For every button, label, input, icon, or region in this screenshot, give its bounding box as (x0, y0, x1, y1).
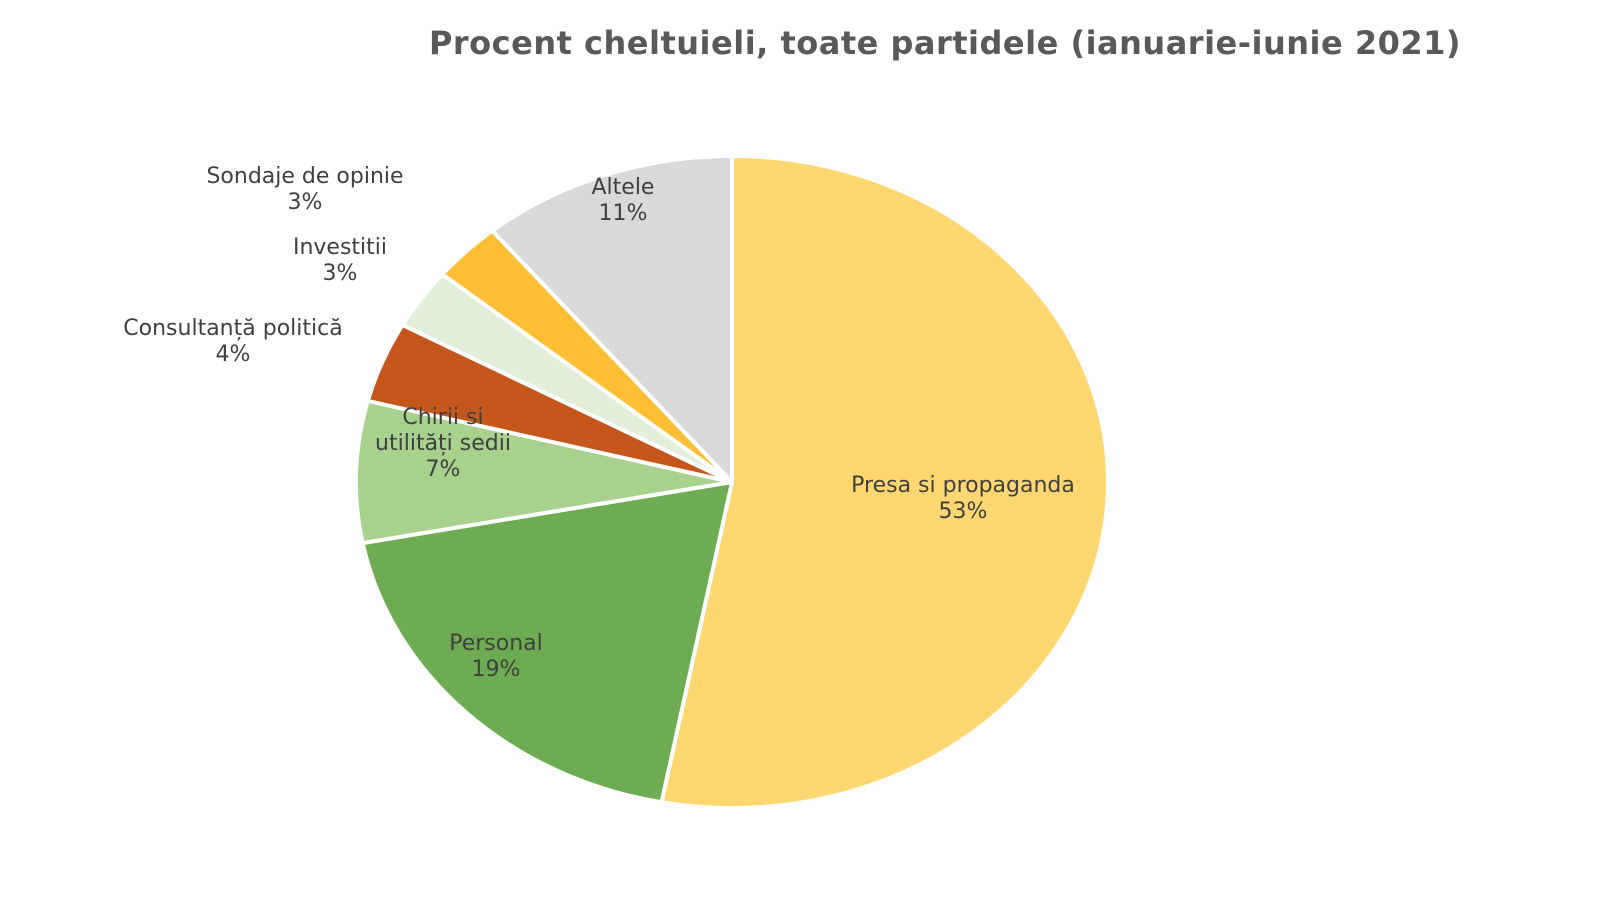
data-label-investitii: Investitii 3% (293, 235, 387, 286)
data-label-sondaje-de-opinie: Sondaje de opinie 3% (206, 164, 403, 215)
data-label-value: 3% (288, 190, 323, 215)
pie-slice-personal (360, 480, 734, 805)
data-label-value: 3% (323, 261, 358, 286)
data-label-category: Chirii si (402, 405, 483, 430)
data-label-category: Altele (592, 175, 655, 200)
pie-slice-presa-si-propaganda (659, 154, 1110, 810)
data-label-chirii-si-utilitati-sedii: Chirii si utilități sedii 7% (375, 405, 511, 482)
data-label-value: 11% (599, 201, 648, 226)
data-label-category: Presa si propaganda (851, 473, 1075, 498)
pie-slice-altele (490, 154, 734, 484)
data-label-value: 4% (216, 342, 251, 367)
data-label-value: 53% (939, 499, 988, 524)
data-label-value: 7% (426, 457, 461, 482)
chart-title: Procent cheltuieli, toate partidele (ian… (428, 24, 1462, 62)
data-label-category: Personal (449, 631, 543, 656)
data-label-presa-si-propaganda: Presa si propaganda 53% (851, 473, 1075, 524)
pie-slice-chirii-si-utilitati-sedii (354, 398, 734, 546)
data-label-category: Sondaje de opinie (206, 164, 403, 189)
data-label-category: Investitii (293, 235, 387, 260)
data-label-consultanta-politica: Consultanță politică 4% (123, 316, 342, 367)
data-label-personal: Personal 19% (449, 631, 543, 682)
data-label-category: Consultanță politică (123, 316, 342, 341)
data-label-category: utilități sedii (375, 431, 511, 456)
data-label-altele: Altele 11% (592, 175, 655, 226)
data-label-value: 19% (472, 657, 521, 682)
